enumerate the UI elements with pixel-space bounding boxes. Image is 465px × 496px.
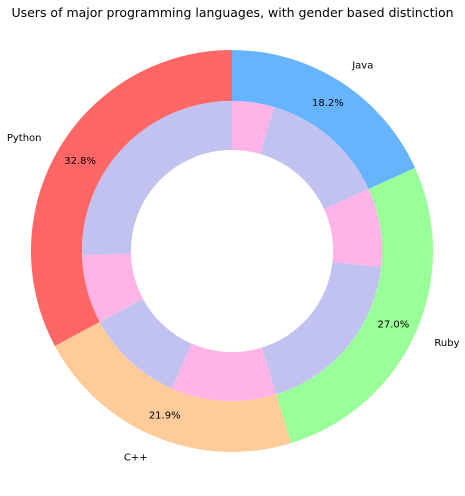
category-label-python: Python: [7, 133, 42, 144]
inner-wedge-ruby-female: [323, 188, 383, 268]
category-label-ruby: Ruby: [434, 338, 459, 349]
inner-wedge-ruby-male: [261, 261, 382, 395]
percent-label-java: 18.2%: [312, 98, 344, 109]
category-label-cpp: C++: [124, 452, 148, 463]
outer-wedge-java: [232, 50, 416, 189]
donut-hole: [131, 150, 333, 352]
chart-title: Users of major programming languages, wi…: [11, 5, 454, 20]
percent-label-cpp: 21.9%: [149, 411, 181, 422]
inner-wedge-python-female: [82, 253, 143, 322]
inner-wedge-python-male: [81, 101, 232, 256]
inner-ring: [81, 101, 383, 401]
category-label-java: Java: [351, 60, 373, 71]
outer-wedge-python: [30, 50, 232, 346]
inner-wedge-java-female: [232, 101, 274, 155]
inner-wedge-cpp-male: [99, 298, 192, 389]
outer-ring: [30, 50, 433, 453]
inner-wedge-java-male: [260, 106, 369, 210]
outer-wedge-cpp: [54, 321, 292, 453]
inner-wedge-cpp-female: [171, 343, 277, 401]
outer-wedge-ruby: [276, 167, 433, 444]
percent-label-python: 32.8%: [64, 156, 96, 167]
chart-labels: 18.2% Java 27.0% Ruby 21.9% C++ 32.8% Python: [7, 60, 460, 463]
percent-label-ruby: 27.0%: [378, 320, 410, 331]
